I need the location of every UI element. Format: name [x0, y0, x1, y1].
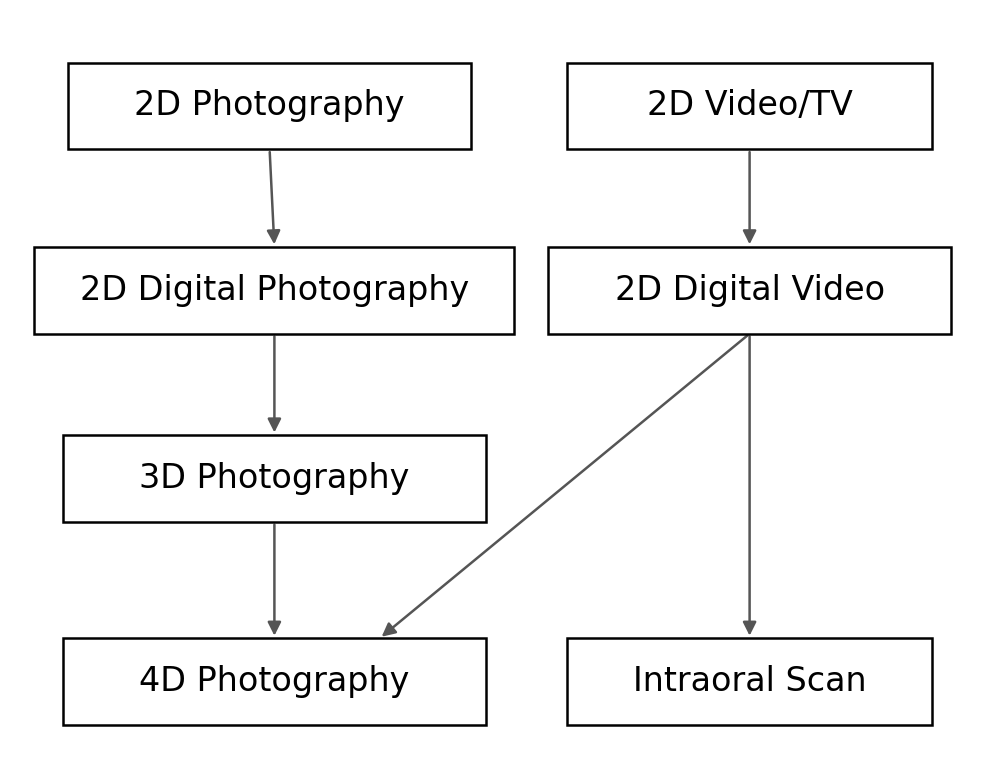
Text: 2D Video/TV: 2D Video/TV — [647, 89, 853, 122]
Text: 2D Photography: 2D Photography — [134, 89, 405, 122]
Bar — [567, 638, 932, 725]
Text: 2D Digital Photography: 2D Digital Photography — [80, 274, 469, 307]
Bar — [63, 435, 486, 522]
Bar — [68, 63, 471, 149]
Text: 2D Digital Video: 2D Digital Video — [615, 274, 885, 307]
Text: 3D Photography: 3D Photography — [139, 462, 410, 495]
Bar — [567, 63, 932, 149]
Bar — [63, 638, 486, 725]
Text: 4D Photography: 4D Photography — [139, 666, 410, 699]
Text: Intraoral Scan: Intraoral Scan — [633, 666, 866, 699]
Bar — [34, 247, 514, 334]
Bar — [548, 247, 951, 334]
